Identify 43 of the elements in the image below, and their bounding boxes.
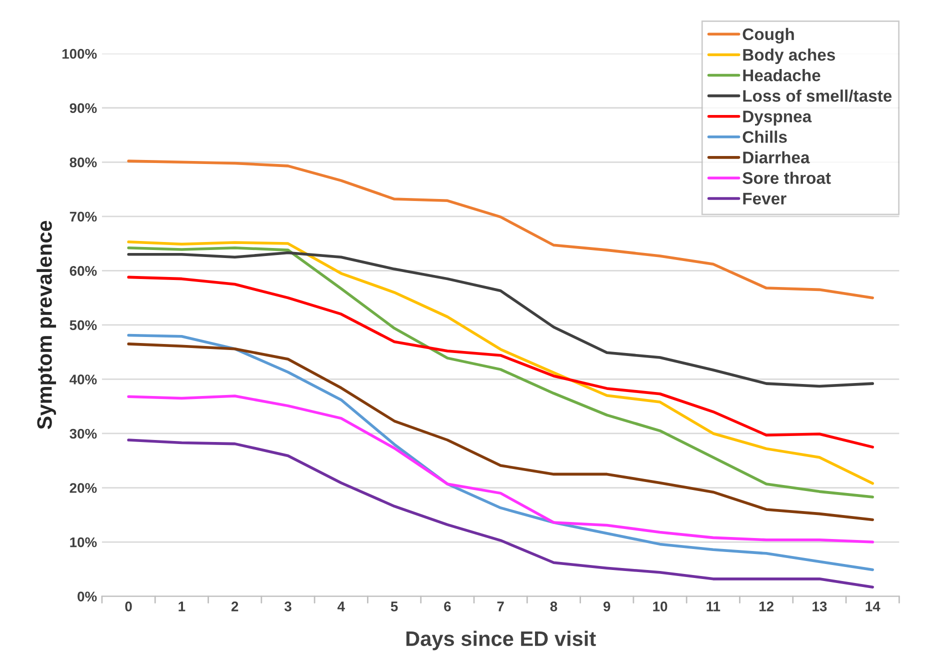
y-tick-label: 90%	[70, 103, 97, 114]
legend-label: Headache	[743, 69, 820, 82]
line-series	[127, 342, 874, 522]
x-tick-label: 11	[706, 602, 720, 612]
line-series	[127, 251, 874, 388]
x-tick-label: 6	[444, 602, 451, 612]
legend-label: Dyspnea	[743, 110, 812, 126]
x-tick-label: 5	[390, 602, 398, 612]
x-tick-label: 3	[284, 602, 292, 612]
y-tick-label: 50%	[70, 320, 97, 330]
y-tick-label: 70%	[70, 212, 97, 222]
legend-label: Body aches	[743, 48, 835, 64]
x-tick-label: 0	[125, 602, 132, 612]
x-tick-label: 13	[812, 602, 827, 612]
legend-label: Sore throat	[742, 172, 831, 184]
line-series	[127, 276, 874, 448]
x-tick-label: 7	[497, 602, 504, 612]
line-series	[127, 334, 874, 572]
x-axis-title: Days since ED visit	[406, 630, 596, 650]
legend-label: Fever	[743, 192, 786, 205]
y-tick-label: 80%	[70, 157, 97, 168]
line-series	[127, 438, 874, 588]
legend-label: Chills	[742, 130, 787, 143]
y-axis-title: Symptom prevalence	[36, 220, 56, 430]
x-tick-label: 14	[866, 602, 880, 612]
x-tick-label: 9	[603, 602, 610, 612]
y-tick-label: 20%	[70, 483, 97, 493]
y-tick-label: 60%	[70, 266, 97, 276]
y-tick-label: 40%	[70, 374, 97, 384]
legend-label: Loss of smell/taste	[743, 90, 892, 102]
x-tick-label: 2	[231, 602, 238, 612]
legend-label: Cough	[742, 28, 794, 44]
x-tick-label: 8	[550, 602, 558, 612]
x-tick-label: 12	[759, 602, 774, 612]
y-tick-label: 100%	[62, 48, 97, 59]
y-tick-label: 10%	[70, 537, 97, 548]
line-series	[127, 394, 874, 544]
legend-label: Diarrhea	[743, 151, 810, 164]
y-tick-label: 30%	[70, 428, 97, 439]
x-tick-label: 10	[653, 602, 668, 612]
x-tick-label: 4	[337, 602, 345, 612]
x-tick-label: 1	[178, 602, 186, 612]
y-tick-label: 0%	[78, 592, 97, 602]
